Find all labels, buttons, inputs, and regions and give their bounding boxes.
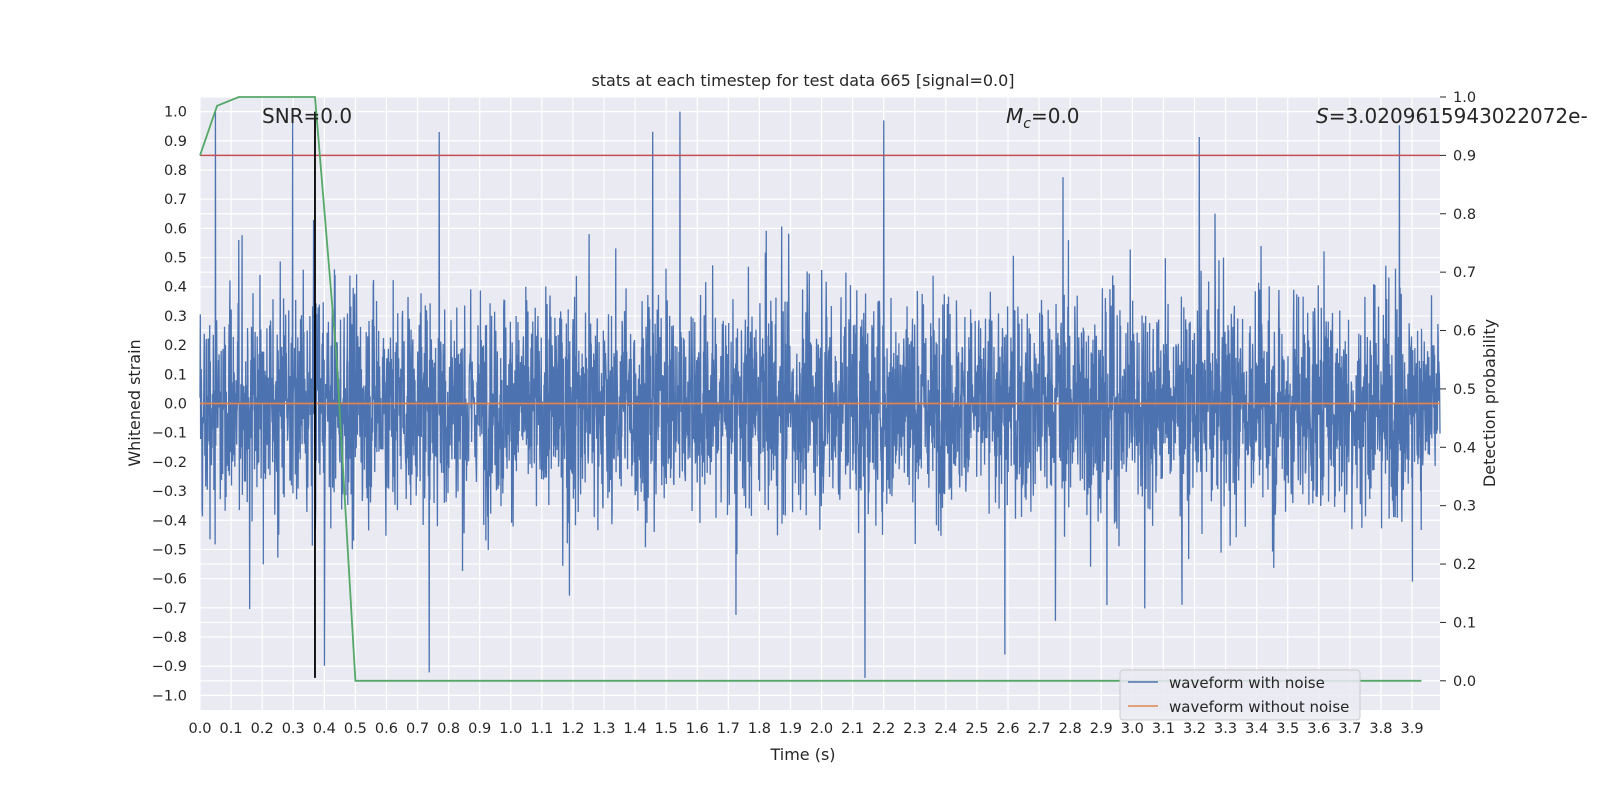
s-symbol: S xyxy=(1316,104,1329,128)
y-tick-label: 0.4 xyxy=(164,280,187,296)
x-tick-label: 1.1 xyxy=(530,721,553,737)
x-tick-label: 3.4 xyxy=(1245,721,1268,737)
x-tick-label: 0.5 xyxy=(344,721,367,737)
x-tick-label: 0.2 xyxy=(251,721,274,737)
y-tick-label: −0.1 xyxy=(152,426,187,442)
y2-tick-label: 0.6 xyxy=(1453,324,1476,340)
y-tick-label: −0.7 xyxy=(152,601,187,617)
y-tick-label: −0.6 xyxy=(152,572,187,588)
y-axis-label: Whitened strain xyxy=(125,339,144,466)
x-tick-label: 2.9 xyxy=(1090,721,1113,737)
s-annotation: S=3.020961594302207​2e- xyxy=(1316,104,1588,128)
x-tick-label: 0.0 xyxy=(188,721,211,737)
chirp-mass-value: =0.0 xyxy=(1031,104,1080,128)
x-tick-label: 2.7 xyxy=(1028,721,1051,737)
x-tick-label: 0.4 xyxy=(313,721,336,737)
y-tick-label: −0.3 xyxy=(152,484,187,500)
s-value: =3.020961594302207​2e- xyxy=(1329,104,1588,128)
legend: waveform with noise waveform without noi… xyxy=(1119,669,1361,721)
y2-tick-label: 0.1 xyxy=(1453,615,1476,631)
x-tick-label: 1.5 xyxy=(655,721,678,737)
legend-box xyxy=(1119,669,1361,721)
y-tick-label: −0.5 xyxy=(152,542,187,558)
x-tick-label: 2.4 xyxy=(934,721,957,737)
x-tick-label: 2.6 xyxy=(996,721,1019,737)
y2-tick-label: 0.5 xyxy=(1453,382,1476,398)
y-tick-label: −0.2 xyxy=(152,455,187,471)
series-detection-probability xyxy=(199,96,1422,682)
x-tick-label: 0.6 xyxy=(375,721,398,737)
x-tick-label: 3.6 xyxy=(1307,721,1330,737)
x-tick-label: 0.3 xyxy=(282,721,305,737)
series-waveform-with-noise xyxy=(199,111,1441,678)
noise-waveform-path xyxy=(199,111,1441,678)
chirp-mass-subscript: c xyxy=(1023,116,1031,132)
x-tick-label: 3.5 xyxy=(1276,721,1299,737)
legend-entry-clean: waveform without noise xyxy=(1169,698,1349,716)
y2-tick-label: 0.7 xyxy=(1453,265,1476,281)
x-tick-label: 0.7 xyxy=(406,721,429,737)
y-tick-label: 0.5 xyxy=(164,251,187,267)
y-tick-label: −1.0 xyxy=(152,688,187,704)
x-tick-label: 0.9 xyxy=(468,721,491,737)
x-tick-label: 2.0 xyxy=(810,721,833,737)
x-tick-label: 0.1 xyxy=(220,721,243,737)
x-tick-label: 2.2 xyxy=(872,721,895,737)
legend-entry-noise: waveform with noise xyxy=(1169,674,1325,692)
x-tick-label: 1.9 xyxy=(779,721,802,737)
x-tick-label: 1.0 xyxy=(499,721,522,737)
y-tick-label: 0.1 xyxy=(164,367,187,383)
y-tick-label: 0.3 xyxy=(164,309,187,325)
y2-axis-label: Detection probability xyxy=(1480,319,1499,487)
x-tick-label: 2.8 xyxy=(1059,721,1082,737)
x-tick-label: 2.5 xyxy=(965,721,988,737)
x-tick-label: 1.3 xyxy=(592,721,615,737)
x-axis-label: Time (s) xyxy=(769,745,835,764)
chirp-mass-symbol: M xyxy=(1006,104,1023,128)
x-tick-label: 3.8 xyxy=(1369,721,1392,737)
y-tick-label: 0.0 xyxy=(164,397,187,413)
tick-labels: 0.0 0.1 0.2 0.3 0.4 0.5 0.6 0.7 0.8 0.9 1.0 1.1 1.2 1… xyxy=(152,90,1476,737)
x-tick-label: 2.1 xyxy=(841,721,864,737)
y-tick-label: 0.8 xyxy=(164,163,187,179)
x-tick-label: 1.6 xyxy=(686,721,709,737)
y2-tick-label: 1.0 xyxy=(1453,90,1476,106)
x-tick-label: 1.8 xyxy=(748,721,771,737)
x-tick-label: 3.9 xyxy=(1400,721,1423,737)
y-tick-label: 1.0 xyxy=(164,105,187,121)
y-tick-label: 0.6 xyxy=(164,221,187,237)
x-tick-label: 1.4 xyxy=(624,721,647,737)
chirp-mass-annotation: Mc=0.0 xyxy=(1006,104,1080,132)
x-tick-label: 3.7 xyxy=(1338,721,1361,737)
chart-title: stats at each timestep for test data 665… xyxy=(591,71,1014,90)
y-tick-label: 0.2 xyxy=(164,338,187,354)
y-tick-label: 0.7 xyxy=(164,192,187,208)
y-tick-label: −0.8 xyxy=(152,630,187,646)
x-tick-label: 1.2 xyxy=(561,721,584,737)
y-tick-label: 0.9 xyxy=(164,134,187,150)
y2-tick-label: 0.8 xyxy=(1453,207,1476,223)
y2-tick-label: 0.2 xyxy=(1453,557,1476,573)
x-tick-label: 1.7 xyxy=(717,721,740,737)
x-tick-label: 3.0 xyxy=(1121,721,1144,737)
y2-tick-label: 0.0 xyxy=(1453,674,1476,690)
y-tick-label: −0.4 xyxy=(152,513,187,529)
x-tick-label: 2.3 xyxy=(903,721,926,737)
x-tick-label: 3.1 xyxy=(1152,721,1175,737)
x-tick-label: 3.3 xyxy=(1214,721,1237,737)
y2-tick-label: 0.9 xyxy=(1453,148,1476,164)
x-tick-label: 3.2 xyxy=(1183,721,1206,737)
y2-tick-label: 0.4 xyxy=(1453,440,1476,456)
y-tick-label: −0.9 xyxy=(152,659,187,675)
snr-annotation: SNR=0.0 xyxy=(262,104,352,128)
x-tick-label: 0.8 xyxy=(437,721,460,737)
y2-tick-label: 0.3 xyxy=(1453,499,1476,515)
